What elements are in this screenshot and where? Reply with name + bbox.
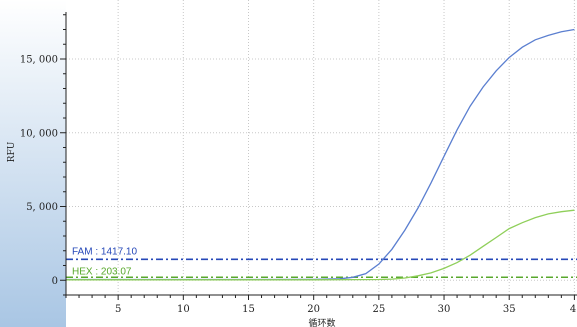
y-axis-title: RFU [7, 141, 17, 162]
x-tick-label: 35 [503, 304, 516, 315]
axis-layer: 0 5, 000 10, 000 15, 000 5 10 15 20 25 30 35 4 RFU 循环… [7, 12, 577, 327]
threshold-layer [66, 258, 577, 279]
x-tick-label: 4 [570, 304, 576, 315]
x-tick-label: 5 [115, 304, 121, 315]
threshold-label: FAM : 1417.10 [72, 246, 137, 257]
label-layer: FAM : 1417.10 HEX : 203.07 [72, 246, 137, 277]
y-tick-label: 15, 000 [20, 55, 58, 66]
x-tick-label: 30 [438, 304, 451, 315]
x-axis-title: 循环数 [308, 317, 335, 327]
x-tick-label: 15 [242, 304, 255, 315]
x-tick-label: 10 [177, 304, 190, 315]
y-tick-label: 10, 000 [20, 128, 58, 139]
y-tick-label: 5, 000 [26, 202, 58, 213]
x-tick-label: 20 [307, 304, 320, 315]
x-tick-label: 25 [372, 304, 385, 315]
plot-background [66, 0, 577, 295]
series-line-hex [66, 209, 575, 281]
y-tick-label: 0 [52, 276, 58, 287]
left-gradient-panel [0, 0, 66, 327]
series-layer [66, 28, 575, 281]
threshold-label: HEX : 203.07 [72, 266, 132, 277]
